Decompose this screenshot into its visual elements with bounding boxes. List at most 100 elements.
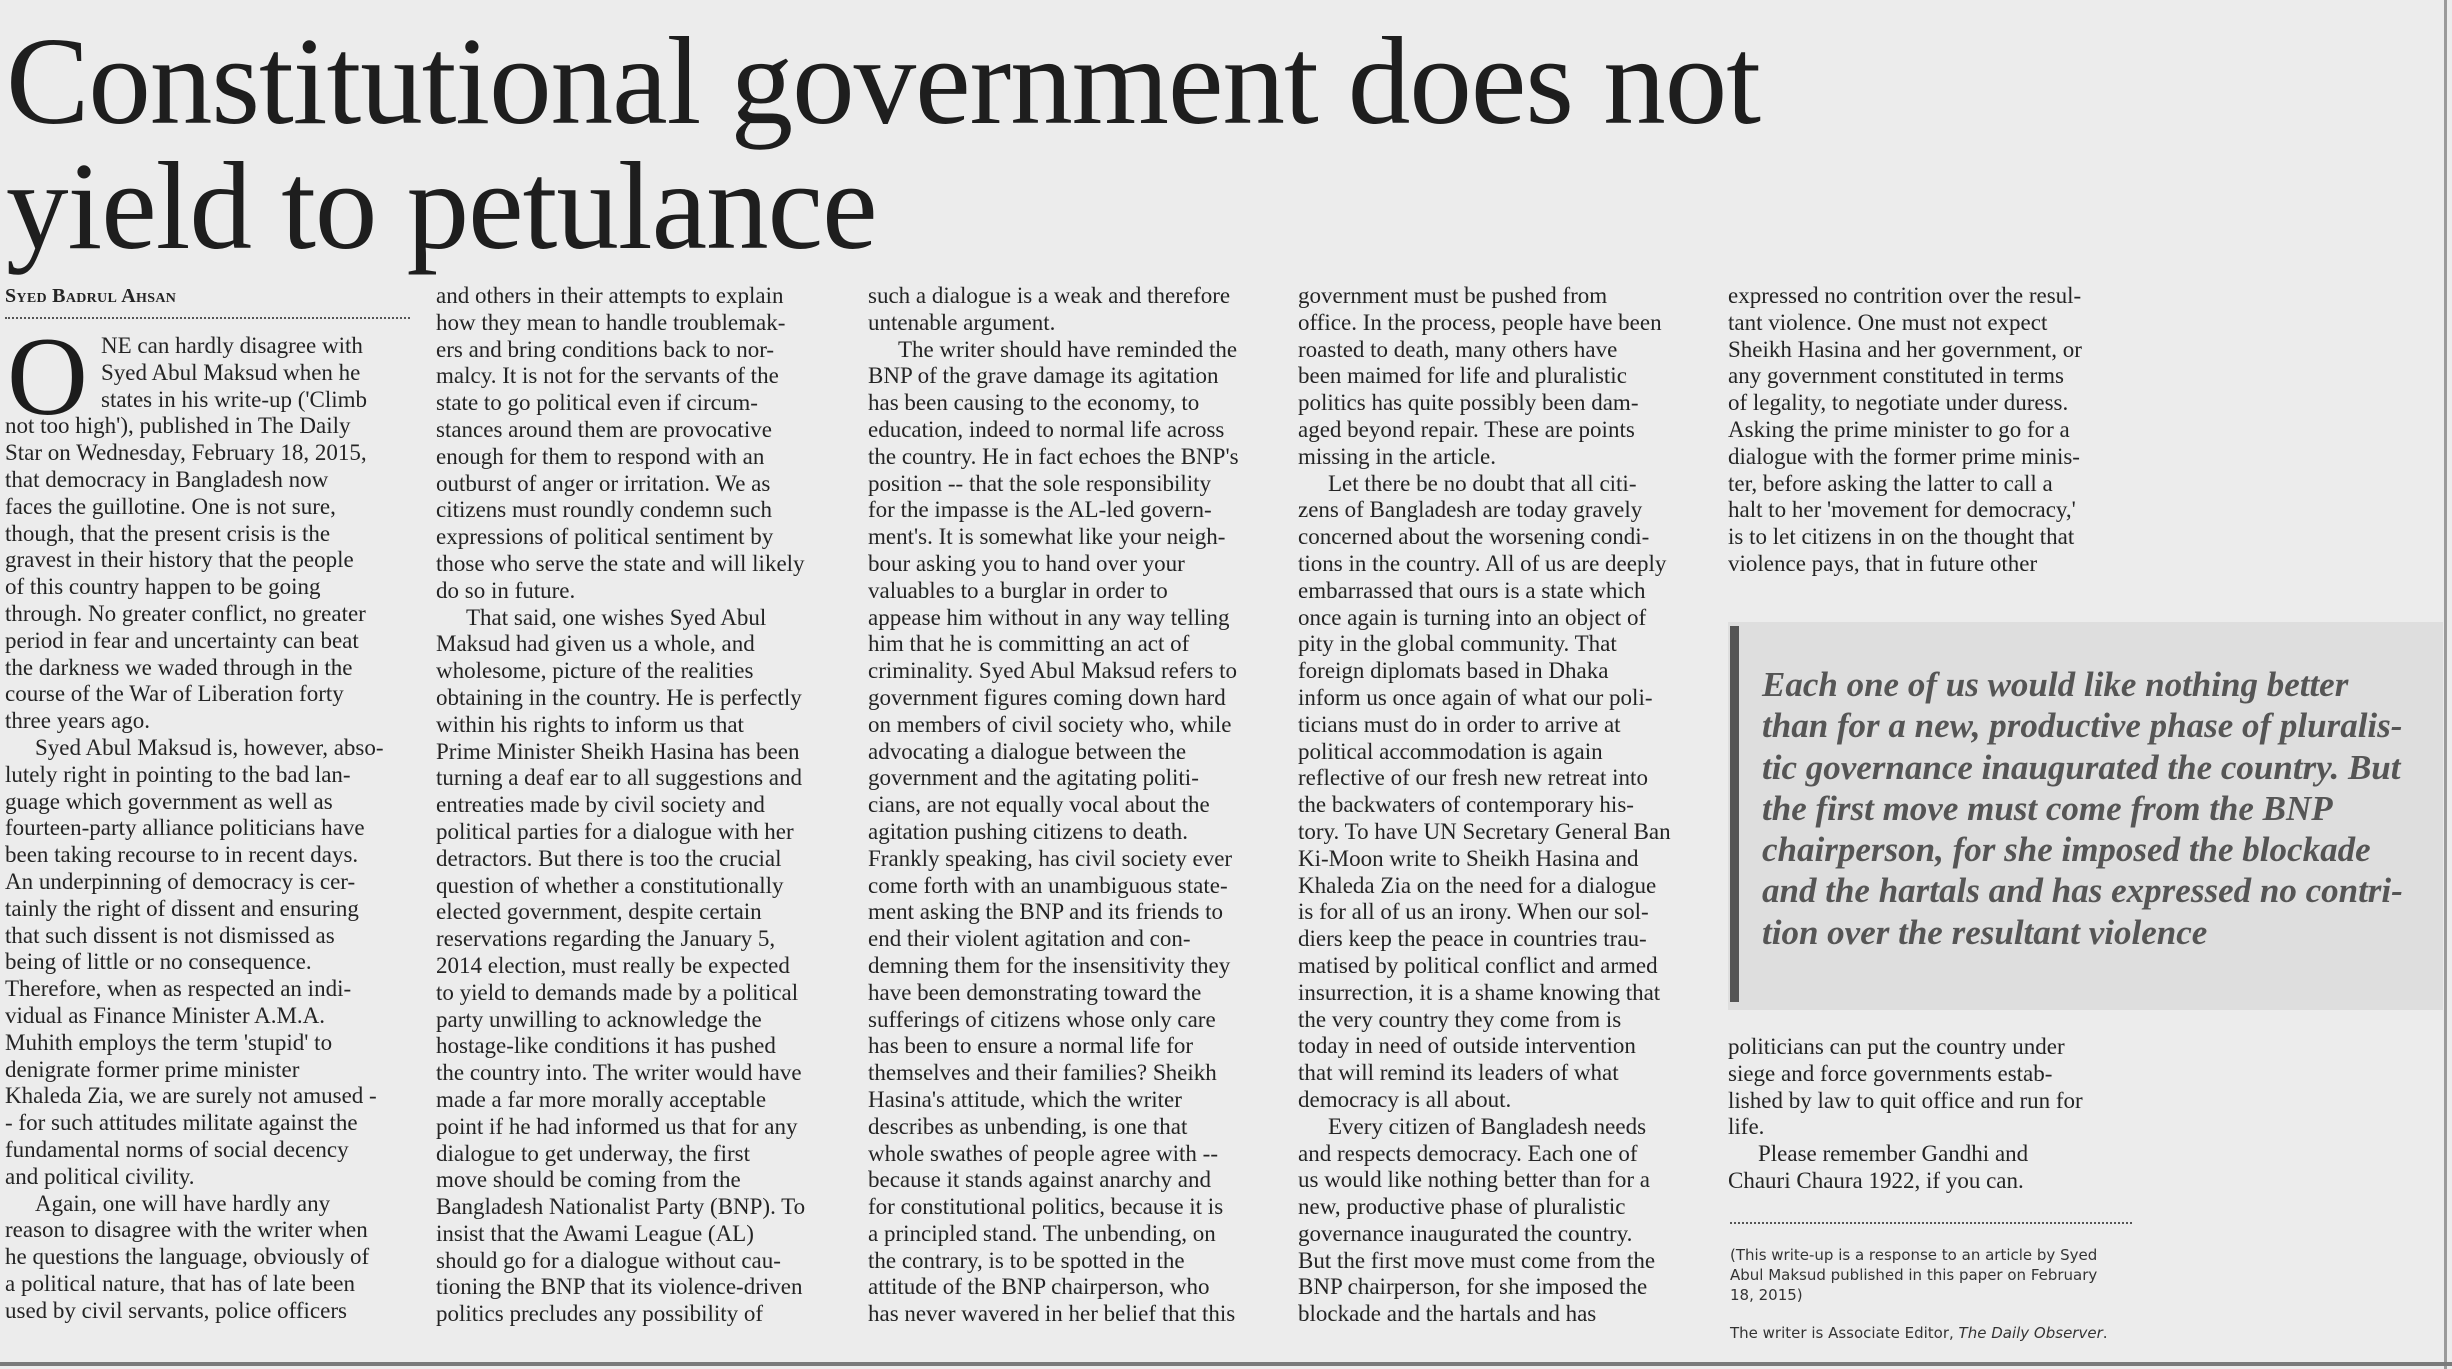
text-line: dialogue to get underway, the first: [436, 1140, 751, 1166]
text-line: expressed no contrition over the resul-: [1728, 283, 2082, 308]
text-line: not too high'), published in The Daily: [5, 413, 351, 439]
text-line: reservations regarding the January 5,: [436, 926, 776, 952]
text-line: once again is turning into an object of: [1298, 604, 1647, 630]
pull-quote-line: tic governance inaugurated the country. …: [1762, 747, 2401, 787]
text-line: education, indeed to normal life across: [868, 416, 1225, 442]
text-line: ment asking the BNP and its friends to: [868, 899, 1223, 925]
text-line: NE can hardly disagree with: [101, 333, 363, 358]
text-line: end their violent agitation and con-: [868, 926, 1191, 952]
text-line: Sheikh Hasina and her government, or: [1728, 336, 2082, 362]
text-line: three years ago.: [5, 708, 150, 734]
text-line: lutely right in pointing to the bad lan-: [5, 761, 351, 787]
text-line: Muhith employs the term 'stupid' to: [5, 1029, 333, 1055]
text-line: being of little or no consequence.: [5, 949, 312, 975]
text-line: a political nature, that has of late bee…: [5, 1270, 355, 1296]
text-line: democracy is all about.: [1298, 1086, 1512, 1112]
page-border-right: [2444, 0, 2447, 1369]
text-line: ter, before asking the latter to call a: [1728, 470, 2053, 496]
text-line: Khaleda Zia on the need for a dialogue: [1298, 872, 1657, 898]
text-line: is for all of us an irony. When our sol-: [1298, 899, 1649, 925]
text-line: for the impasse is the AL-led govern-: [868, 497, 1212, 523]
text-line: those who serve the state and will likel…: [436, 550, 805, 576]
text-line: bour asking you to hand over your: [868, 550, 1185, 576]
text-line: Therefore, when as respected an indi-: [5, 976, 352, 1002]
text-line: though, that the present crisis is the: [5, 520, 331, 546]
text-line: today in need of outside intervention: [1298, 1033, 1636, 1059]
text-line: reason to disagree with the writer when: [5, 1217, 368, 1243]
text-line: turning a deaf ear to all suggestions an…: [436, 765, 802, 791]
text-line: because it stands against anarchy and: [868, 1167, 1211, 1193]
text-line: and others in their attempts to explain: [436, 283, 784, 308]
text-line: Frankly speaking, has civil society ever: [868, 845, 1233, 871]
article-column-4: government must be pushed from office. In…: [1298, 283, 1713, 1328]
text-line: cians, are not equally vocal about the: [868, 792, 1210, 818]
page-border-bottom: [0, 1362, 2452, 1366]
text-line: untenable argument.: [868, 309, 1056, 335]
column-body: expressed no contrition over the resul-t…: [1728, 283, 2143, 578]
text-line: halt to her 'movement for democracy,': [1728, 497, 2076, 523]
text-line: political parties for a dialogue with he…: [436, 818, 794, 844]
text-line: the contrary, is to be spotted in the: [868, 1247, 1185, 1273]
text-line: obtaining in the country. He is perfectl…: [436, 684, 802, 710]
text-line: denigrate former prime minister: [5, 1056, 300, 1082]
text-line: BNP of the grave damage its agitation: [868, 363, 1219, 389]
article-column-1: Syed Badrul Ahsan O NE can hardly disagre…: [5, 283, 420, 1324]
text-line: Please remember Gandhi and: [1758, 1141, 2029, 1167]
text-line: An underpinning of democracy is cer-: [5, 868, 356, 894]
text-line: Let there be no doubt that all citi-: [1328, 470, 1637, 496]
text-line: has been causing to the economy, to: [868, 390, 1200, 416]
pull-quote: Each one of us would like nothing better…: [1728, 622, 2443, 1010]
text-line: course of the War of Liberation forty: [5, 681, 344, 707]
text-line: That said, one wishes Syed Abul: [466, 604, 767, 630]
pull-quote-text: Each one of us would like nothing better…: [1762, 664, 2403, 953]
text-line: that democracy in Bangladesh now: [5, 466, 329, 492]
text-line: any government constituted in terms: [1728, 363, 2064, 389]
text-line: used by civil servants, police officers: [5, 1297, 347, 1323]
pull-quote-line: than for a new, productive phase of plur…: [1762, 706, 2403, 746]
text-line: Maksud had given us a whole, and: [436, 631, 755, 657]
text-line: demning them for the insensitivity they: [868, 952, 1231, 978]
footnote: (This write-up is a response to an artic…: [1730, 1245, 2097, 1305]
text-line: states in his write-up ('Climb: [101, 386, 368, 412]
text-line: guage which government as well as: [5, 788, 333, 814]
text-line: dialogue with the former prime minis-: [1728, 443, 2080, 469]
pull-quote-line: and the hartals and has expressed no con…: [1762, 871, 2403, 911]
writer-note: The writer is Associate Editor, The Dail…: [1730, 1324, 2108, 1342]
text-line: should go for a dialogue without cau-: [436, 1247, 781, 1273]
text-line: tions in the country. All of us are deep…: [1298, 550, 1667, 576]
text-line: through. No greater conflict, no greater: [5, 600, 366, 626]
pull-quote-line: the first move must come from the BNP: [1762, 788, 2333, 828]
writer-note-prefix: The writer is Associate Editor,: [1730, 1324, 1959, 1342]
text-line: politics precludes any possibility of: [436, 1301, 764, 1327]
text-line: question of whether a constitutionally: [436, 872, 784, 898]
text-line: siege and force governments estab-: [1728, 1060, 2053, 1086]
text-line: Star on Wednesday, February 18, 2015,: [5, 440, 367, 466]
text-line: BNP chairperson, for she imposed the: [1298, 1274, 1648, 1300]
drop-cap: O: [7, 315, 88, 439]
text-line: insurrection, it is a shame knowing that: [1298, 979, 1661, 1005]
text-line: tant violence. One must not expect: [1728, 309, 2048, 335]
text-line: us would like nothing better than for a: [1298, 1167, 1650, 1193]
text-line: The writer should have reminded the: [898, 336, 1238, 362]
footnote-line: 18, 2015): [1730, 1286, 1803, 1304]
text-line: office. In the process, people have been: [1298, 309, 1662, 335]
text-line: roasted to death, many others have: [1298, 336, 1618, 362]
headline-line: yield to petulance: [6, 138, 878, 276]
text-line: entreaties made by civil society and: [436, 792, 765, 818]
text-line: expressions of political sentiment by: [436, 524, 774, 550]
text-line: that such dissent is not dismissed as: [5, 922, 335, 948]
text-line: sufferings of citizens whose only care: [868, 1006, 1216, 1032]
text-line: outburst of anger or irritation. We as: [436, 470, 771, 496]
text-line: 2014 election, must really be expected: [436, 952, 790, 978]
text-line: advocating a dialogue between the: [868, 738, 1187, 764]
text-line: the country. He in fact echoes the BNP's: [868, 443, 1239, 469]
column-body: and others in their attempts to explain h…: [436, 283, 851, 1328]
text-line: new, productive phase of pluralistic: [1298, 1194, 1626, 1220]
text-line: to yield to demands made by a political: [436, 979, 799, 1005]
text-line: fundamental norms of social decency: [5, 1136, 349, 1162]
text-line: vidual as Finance Minister A.M.A.: [5, 1002, 326, 1028]
text-line: period in fear and uncertainty can beat: [5, 627, 359, 653]
pull-quote-bar: [1730, 626, 1739, 1002]
footnote-line: (This write-up is a response to an artic…: [1730, 1246, 2098, 1264]
text-line: life.: [1728, 1114, 1765, 1140]
